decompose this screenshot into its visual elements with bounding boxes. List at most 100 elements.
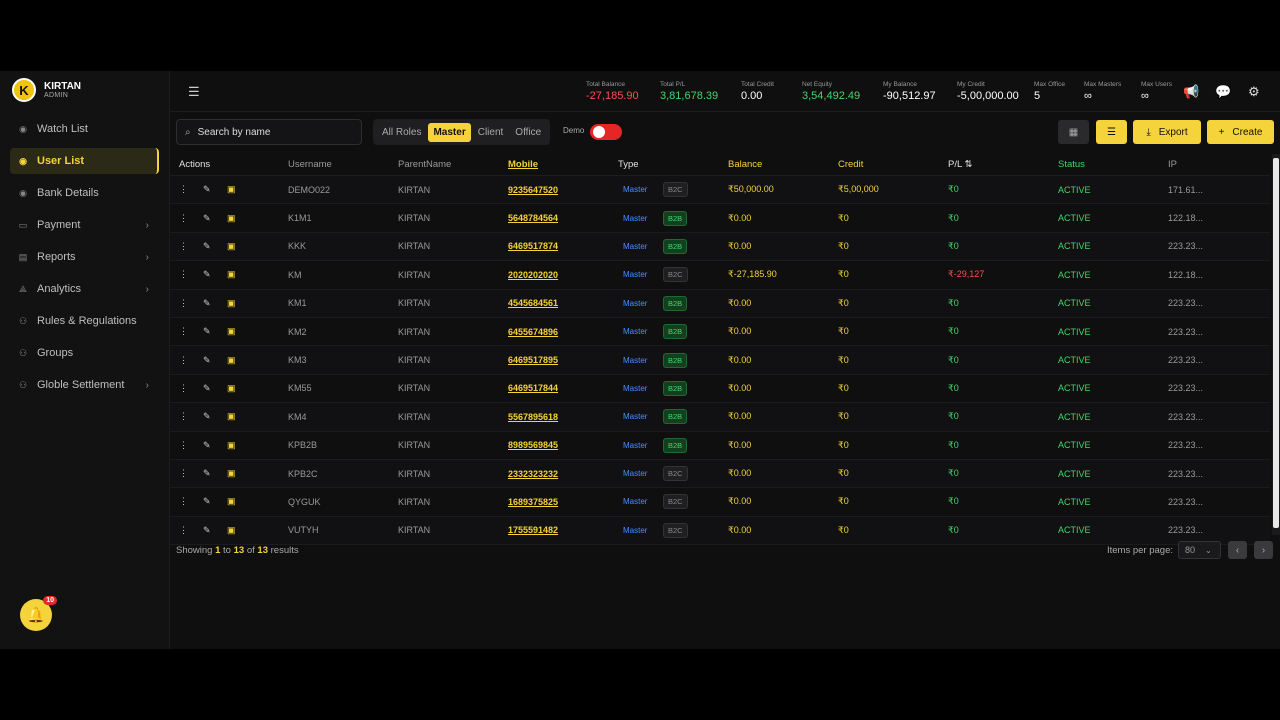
tab-master[interactable]: Master	[428, 122, 471, 142]
edit-icon[interactable]: ✎	[203, 354, 211, 365]
table-scrollbar[interactable]	[1272, 154, 1280, 535]
wallet-icon[interactable]: ▣	[227, 439, 236, 450]
table-row: ⋮ ✎ ▣ K1M1 KIRTAN 5648784564 Master B2B ₹0.00 ₹0 ₹…	[170, 204, 1270, 233]
wallet-icon[interactable]: ▣	[227, 212, 236, 223]
sidebar-item-watch-list[interactable]: ◉ Watch List	[10, 116, 159, 142]
balance-cell: ₹0.00	[728, 354, 752, 365]
wallet-icon[interactable]: ▣	[227, 411, 236, 422]
type-label: Master	[623, 241, 648, 251]
business-type-badge: B2B	[663, 210, 688, 226]
more-options-icon[interactable]: ⋮	[179, 326, 188, 337]
more-options-icon[interactable]: ⋮	[179, 297, 188, 308]
stat-total-balance: Total Balance -27,185.90	[586, 81, 660, 102]
mobile-link[interactable]: 2020202020	[508, 269, 559, 280]
mobile-link[interactable]: 6455674896	[508, 326, 559, 337]
tab-office[interactable]: Office	[515, 126, 542, 138]
prev-page-button[interactable]: ‹	[1228, 541, 1247, 559]
tab-client[interactable]: Client	[477, 126, 504, 138]
sidebar-item-label: Payment	[37, 219, 81, 231]
mobile-link[interactable]: 4545684561	[508, 298, 559, 309]
edit-icon[interactable]: ✎	[203, 326, 211, 337]
edit-icon[interactable]: ✎	[203, 240, 211, 251]
more-options-icon[interactable]: ⋮	[179, 496, 188, 507]
mobile-link[interactable]: 6469517844	[508, 383, 559, 394]
sidebar-item-analytics[interactable]: ⟁ Analytics ›	[10, 276, 159, 302]
edit-icon[interactable]: ✎	[203, 439, 211, 450]
ip-cell: 122.18...	[1168, 269, 1204, 280]
mobile-link[interactable]: 1689375825	[508, 496, 559, 507]
mobile-link[interactable]: 5567895618	[508, 411, 559, 422]
type-cell: Master B2B	[618, 380, 728, 396]
grid-view-button[interactable]: ▦	[1058, 120, 1089, 144]
sidebar-item-groups[interactable]: ⚇ Groups	[10, 340, 159, 366]
wallet-icon[interactable]: ▣	[227, 184, 236, 195]
sidebar-item-bank-details[interactable]: ◉ Bank Details	[10, 180, 159, 206]
row-actions: ⋮ ✎ ▣	[170, 383, 288, 394]
edit-icon[interactable]: ✎	[203, 382, 211, 393]
tab-all-roles[interactable]: All Roles	[382, 126, 422, 138]
more-options-icon[interactable]: ⋮	[179, 524, 188, 535]
wallet-icon[interactable]: ▣	[227, 269, 236, 280]
edit-icon[interactable]: ✎	[203, 411, 211, 422]
next-page-button[interactable]: ›	[1254, 541, 1273, 559]
more-options-icon[interactable]: ⋮	[179, 382, 188, 393]
edit-icon[interactable]: ✎	[203, 269, 211, 280]
row-actions: ⋮ ✎ ▣	[170, 525, 288, 536]
sidebar-item-globle-settlement[interactable]: ⚇ Globle Settlement ›	[10, 372, 159, 398]
wallet-icon[interactable]: ▣	[227, 297, 236, 308]
more-options-icon[interactable]: ⋮	[179, 184, 188, 195]
username-cell: KM2	[288, 326, 307, 337]
edit-icon[interactable]: ✎	[203, 297, 211, 308]
wallet-icon[interactable]: ▣	[227, 382, 236, 393]
megaphone-icon[interactable]: 📢	[1183, 84, 1200, 99]
more-options-icon[interactable]: ⋮	[179, 212, 188, 223]
sidebar-item-payment[interactable]: ▭ Payment ›	[10, 212, 159, 238]
column-header-p-l[interactable]: P/L ⇅	[948, 159, 973, 170]
gear-icon[interactable]: ⚙	[1248, 84, 1260, 99]
wallet-icon[interactable]: ▣	[227, 240, 236, 251]
edit-icon[interactable]: ✎	[203, 468, 211, 479]
list-view-button[interactable]: ☰	[1096, 120, 1127, 144]
hamburger-menu-icon[interactable]: ☰	[188, 84, 200, 99]
table-row: ⋮ ✎ ▣ KM KIRTAN 2020202020 Master B2C ₹-27,185.9…	[170, 261, 1270, 290]
search-input[interactable]	[195, 125, 350, 139]
edit-icon[interactable]: ✎	[203, 496, 211, 507]
document-icon: ▤	[18, 251, 28, 262]
mobile-link[interactable]: 5648784564	[508, 213, 559, 224]
notification-bell-button[interactable]: 🔔 10	[20, 596, 57, 631]
edit-icon[interactable]: ✎	[203, 212, 211, 223]
export-button[interactable]: ⤓ Export	[1133, 120, 1201, 144]
parent-cell: KIRTAN	[398, 468, 431, 479]
sidebar-item-rules-regulations[interactable]: ⚇ Rules & Regulations	[10, 308, 159, 334]
mobile-link[interactable]: 9235647520	[508, 184, 559, 195]
wallet-icon[interactable]: ▣	[227, 496, 236, 507]
sidebar-item-user-list[interactable]: ◉ User List	[10, 148, 159, 174]
chat-icon[interactable]: 💬	[1215, 84, 1232, 99]
create-button[interactable]: + Create	[1207, 120, 1274, 144]
mobile-link[interactable]: 1755591482	[508, 525, 559, 536]
mobile-link[interactable]: 6469517874	[508, 241, 559, 252]
more-options-icon[interactable]: ⋮	[179, 269, 188, 280]
more-options-icon[interactable]: ⋮	[179, 354, 188, 365]
wallet-icon[interactable]: ▣	[227, 468, 236, 479]
more-options-icon[interactable]: ⋮	[179, 411, 188, 422]
wallet-icon[interactable]: ▣	[227, 354, 236, 365]
username-cell: VUTYH	[288, 525, 319, 536]
username-cell: KM	[288, 269, 302, 280]
sidebar-item-reports[interactable]: ▤ Reports ›	[10, 244, 159, 270]
mobile-link[interactable]: 2332323232	[508, 468, 559, 479]
table-row: ⋮ ✎ ▣ KM55 KIRTAN 6469517844 Master B2B ₹0.00 ₹0 ₹…	[170, 375, 1270, 404]
more-options-icon[interactable]: ⋮	[179, 240, 188, 251]
wallet-icon[interactable]: ▣	[227, 326, 236, 337]
wallet-icon[interactable]: ▣	[227, 524, 236, 535]
items-per-page-select[interactable]: 80 ⌄	[1178, 541, 1221, 559]
edit-icon[interactable]: ✎	[203, 524, 211, 535]
edit-icon[interactable]: ✎	[203, 184, 211, 195]
scrollbar-thumb[interactable]	[1273, 158, 1279, 528]
more-options-icon[interactable]: ⋮	[179, 439, 188, 450]
credit-cell: ₹0	[838, 326, 849, 337]
mobile-link[interactable]: 8989569845	[508, 440, 559, 451]
mobile-link[interactable]: 6469517895	[508, 355, 559, 366]
demo-toggle[interactable]	[590, 124, 622, 140]
more-options-icon[interactable]: ⋮	[179, 468, 188, 479]
